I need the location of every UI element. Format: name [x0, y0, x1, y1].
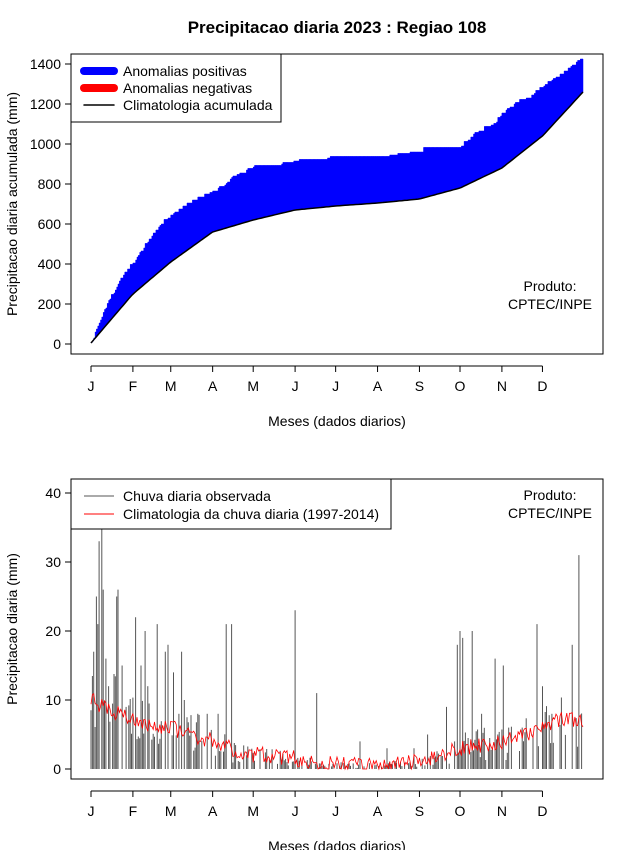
x-tick-label: M	[247, 803, 259, 819]
y-tick-label: 10	[45, 692, 61, 708]
x-tick-label: A	[373, 803, 383, 819]
y-tick-label: 0	[53, 336, 61, 352]
x-tick-label: S	[415, 803, 424, 819]
x-axis-label: Meses (dados diarios)	[268, 413, 406, 429]
daily-climatology-line	[90, 693, 584, 771]
y-tick-label: 1200	[30, 96, 61, 112]
x-tick-label: N	[497, 803, 507, 819]
x-tick-label: M	[165, 378, 177, 394]
x-tick-label: S	[415, 378, 424, 394]
x-tick-label: D	[537, 803, 547, 819]
x-tick-label: J	[292, 803, 299, 819]
y-tick-label: 20	[45, 623, 61, 639]
x-tick-label: M	[247, 378, 259, 394]
legend-label: Climatologia da chuva diaria (1997-2014)	[123, 506, 379, 522]
x-tick-label: N	[497, 378, 507, 394]
y-tick-label: 40	[45, 485, 61, 501]
annotation-text: Produto:	[524, 487, 577, 503]
y-tick-label: 1000	[30, 136, 61, 152]
y-tick-label: 0	[53, 761, 61, 777]
y-tick-label: 200	[38, 296, 62, 312]
legend-label: Climatologia acumulada	[123, 97, 273, 113]
x-tick-label: J	[292, 378, 299, 394]
x-tick-label: J	[332, 803, 339, 819]
annotation-text: CPTEC/INPE	[508, 505, 592, 521]
x-axis-label: Meses (dados diarios)	[268, 838, 406, 850]
y-tick-label: 1400	[30, 56, 61, 72]
legend-label: Chuva diaria observada	[123, 488, 271, 504]
x-tick-label: O	[455, 803, 466, 819]
legend-box	[70, 478, 392, 530]
y-axis-label: Precipitacao diaria acumulada (mm)	[4, 92, 20, 316]
chart-title: Precipitacao diaria 2023 : Regiao 108	[188, 18, 487, 37]
annotation-text: CPTEC/INPE	[508, 296, 592, 312]
legend: Chuva diaria observada Climatologia da ch…	[70, 478, 392, 530]
climatology-cumulative-line	[90, 91, 584, 344]
x-tick-label: J	[88, 803, 95, 819]
x-tick-label: A	[373, 378, 383, 394]
y-tick-label: 800	[38, 176, 62, 192]
y-axis-label: Precipitacao diaria (mm)	[4, 553, 20, 705]
annotation-text: Produto:	[524, 278, 577, 294]
y-tick-label: 400	[38, 256, 62, 272]
y-tick-label: 600	[38, 216, 62, 232]
legend-label: Anomalias negativas	[123, 80, 252, 96]
daily-precipitation-chart: 0 10 20 30 40 J F M A M J J A S O N D Meses (dados diario…	[4, 478, 604, 850]
x-tick-label: J	[332, 378, 339, 394]
x-tick-label: O	[455, 378, 466, 394]
x-tick-label: A	[208, 803, 218, 819]
x-tick-label: A	[208, 378, 218, 394]
x-tick-label: F	[129, 803, 138, 819]
x-tick-label: D	[537, 378, 547, 394]
x-tick-label: J	[88, 378, 95, 394]
plot-frame	[70, 53, 604, 355]
observed-daily-bars	[90, 527, 583, 769]
x-tick-label: M	[165, 803, 177, 819]
legend-label: Anomalias positivas	[123, 63, 247, 79]
y-tick-label: 30	[45, 554, 61, 570]
x-tick-label: F	[129, 378, 138, 394]
cumulative-precipitation-chart: 0 200 400 600 800 1000 1200 1400 J F M A M J J A S O N D Mes…	[4, 53, 604, 429]
